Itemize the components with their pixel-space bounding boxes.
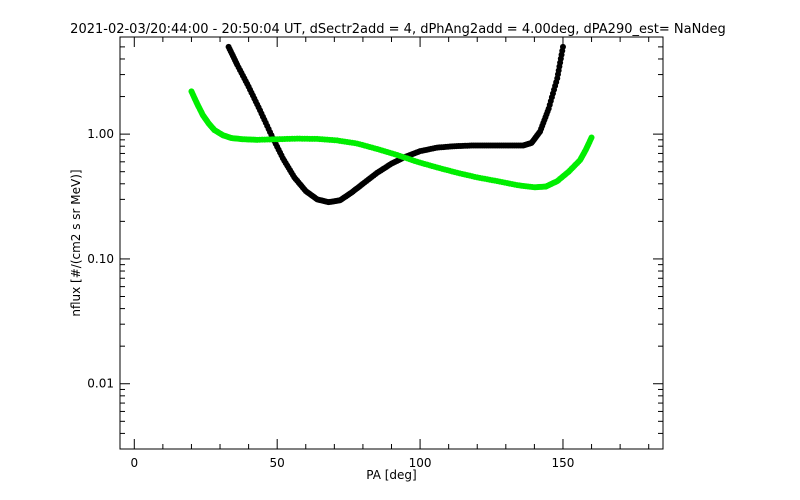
series-1 — [225, 43, 566, 206]
series-1-point — [559, 43, 566, 50]
series-2-point — [588, 134, 595, 141]
x-axis: 0 50 100 150 — [130, 37, 650, 470]
y-tick-label: 1.00 — [87, 127, 114, 141]
y-tick-label: 0.10 — [87, 252, 114, 266]
x-tick-label: 50 — [270, 456, 285, 470]
x-axis-label: PA [deg] — [366, 468, 416, 482]
series-2 — [188, 88, 595, 191]
chart-title: 2021-02-03/20:44:00 - 20:50:04 UT, dSect… — [70, 22, 726, 37]
y-axis: 0.01 0.10 1.00 — [87, 36, 663, 450]
x-tick-label: 0 — [130, 456, 138, 470]
y-tick-label: 0.01 — [87, 377, 114, 391]
y-axis-label: nflux [#/(cm2 s sr MeV)] — [69, 169, 83, 316]
x-tick-label: 150 — [552, 456, 575, 470]
plot-frame — [119, 36, 664, 450]
series-layer — [188, 43, 595, 206]
x-tick-label: 100 — [409, 456, 432, 470]
